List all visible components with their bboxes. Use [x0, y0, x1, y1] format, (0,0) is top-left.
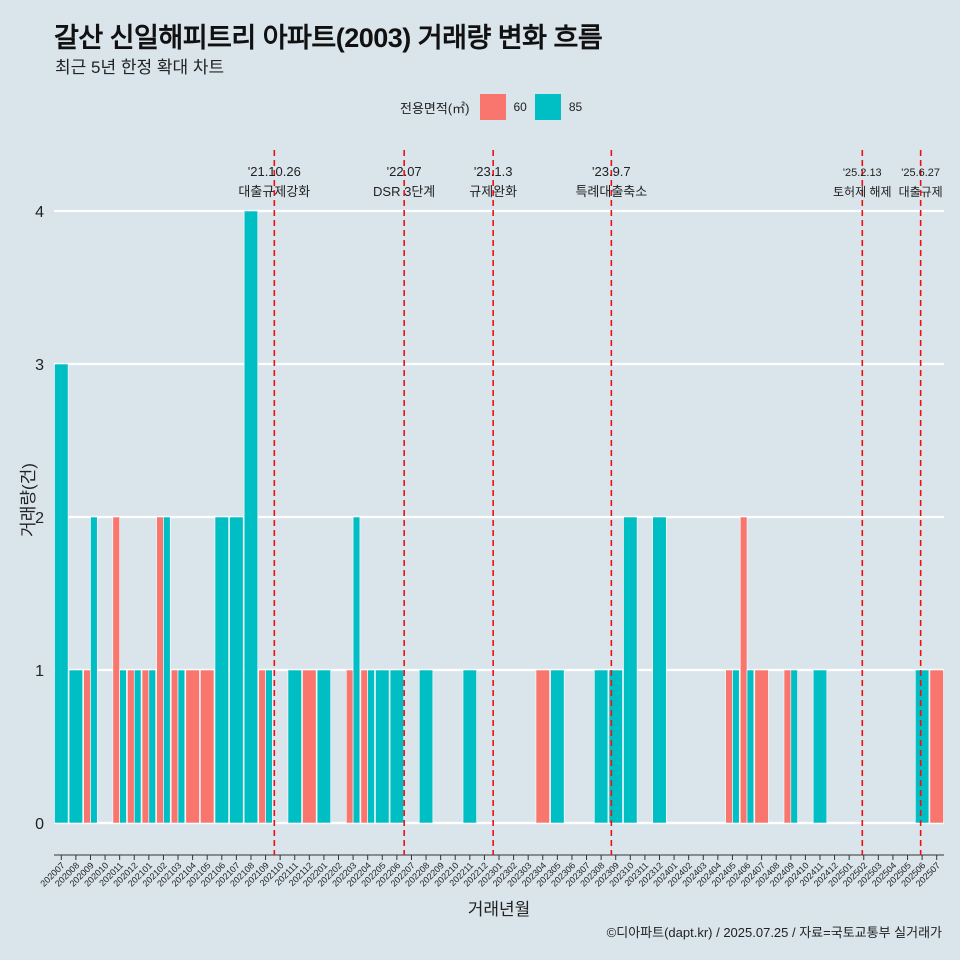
chart-caption: ©디아파트(dapt.kr) / 2025.07.25 / 자료=국토교통부 실…	[606, 925, 942, 940]
bar	[739, 516, 748, 824]
event-date: '25.2.13	[843, 167, 882, 179]
y-tick-label: 2	[35, 510, 44, 527]
bar	[812, 669, 828, 824]
bar	[725, 669, 733, 824]
bar	[127, 669, 135, 824]
bar	[754, 669, 769, 824]
bar	[360, 669, 368, 824]
bar	[418, 669, 434, 824]
bar	[68, 669, 83, 824]
bar	[258, 669, 266, 824]
bar	[746, 669, 755, 824]
bar	[375, 669, 390, 824]
bar	[83, 669, 91, 824]
legend-label-85: 85	[568, 100, 583, 114]
bar	[156, 516, 164, 824]
bar	[54, 363, 69, 824]
legend-swatch-85	[534, 94, 561, 120]
bar	[141, 669, 150, 824]
bar	[112, 516, 120, 824]
bar	[148, 669, 156, 824]
bar	[302, 669, 317, 824]
bar	[790, 669, 798, 824]
event-label: DSR 3단계	[373, 184, 435, 199]
chart-subtitle: 최근 5년 한정 확대 차트	[55, 58, 225, 77]
bar	[732, 669, 740, 824]
event-label: 대출규제	[899, 185, 943, 199]
bar	[652, 516, 667, 824]
bar	[594, 669, 609, 824]
bar	[229, 516, 244, 824]
legend-title: 전용면적(㎡)	[400, 100, 470, 116]
bar	[550, 669, 565, 824]
bar	[462, 669, 477, 824]
y-tick-label: 4	[35, 204, 44, 221]
bar	[119, 669, 127, 824]
bar	[623, 516, 638, 824]
event-label: 토허제 해제	[833, 185, 892, 199]
bar	[316, 669, 332, 824]
y-tick-label: 3	[35, 357, 44, 374]
y-tick-label: 0	[35, 816, 44, 833]
event-label: 대출규제강화	[238, 184, 310, 199]
y-axis-title: 거래량(건)	[19, 463, 38, 537]
event-date: '22.07	[387, 164, 422, 179]
legend-label-60: 60	[513, 100, 527, 114]
bar	[389, 669, 404, 824]
bar	[287, 669, 302, 824]
bar	[214, 516, 229, 824]
bar	[352, 516, 361, 824]
legend: 전용면적(㎡) 60 85	[400, 93, 590, 121]
bar	[783, 669, 792, 824]
bar	[367, 669, 375, 824]
bar	[200, 669, 215, 824]
event-date: '23.1.3	[474, 164, 513, 179]
bar	[608, 669, 623, 824]
event-label: 특례대출축소	[575, 184, 647, 199]
event-label: 규제완화	[469, 184, 517, 199]
bar	[915, 669, 930, 824]
y-tick-label: 1	[35, 663, 44, 680]
chart-title: 갈산 신일해피트리 아파트(2003) 거래량 변화 흐름	[54, 23, 603, 53]
bar	[265, 669, 273, 824]
bar	[243, 210, 259, 824]
bar	[535, 669, 550, 824]
bar	[346, 669, 354, 824]
event-date: '25.6.27	[901, 167, 940, 179]
bar	[133, 669, 142, 824]
x-axis-title: 거래년월	[468, 900, 531, 919]
bar	[185, 669, 200, 824]
bar	[170, 669, 179, 824]
bar	[177, 669, 186, 824]
bar	[163, 516, 171, 824]
legend-swatch-60	[479, 94, 506, 120]
bar	[90, 516, 98, 824]
bar	[929, 669, 944, 824]
event-date: '21.10.26	[248, 164, 301, 179]
event-date: '23.9.7	[592, 164, 631, 179]
